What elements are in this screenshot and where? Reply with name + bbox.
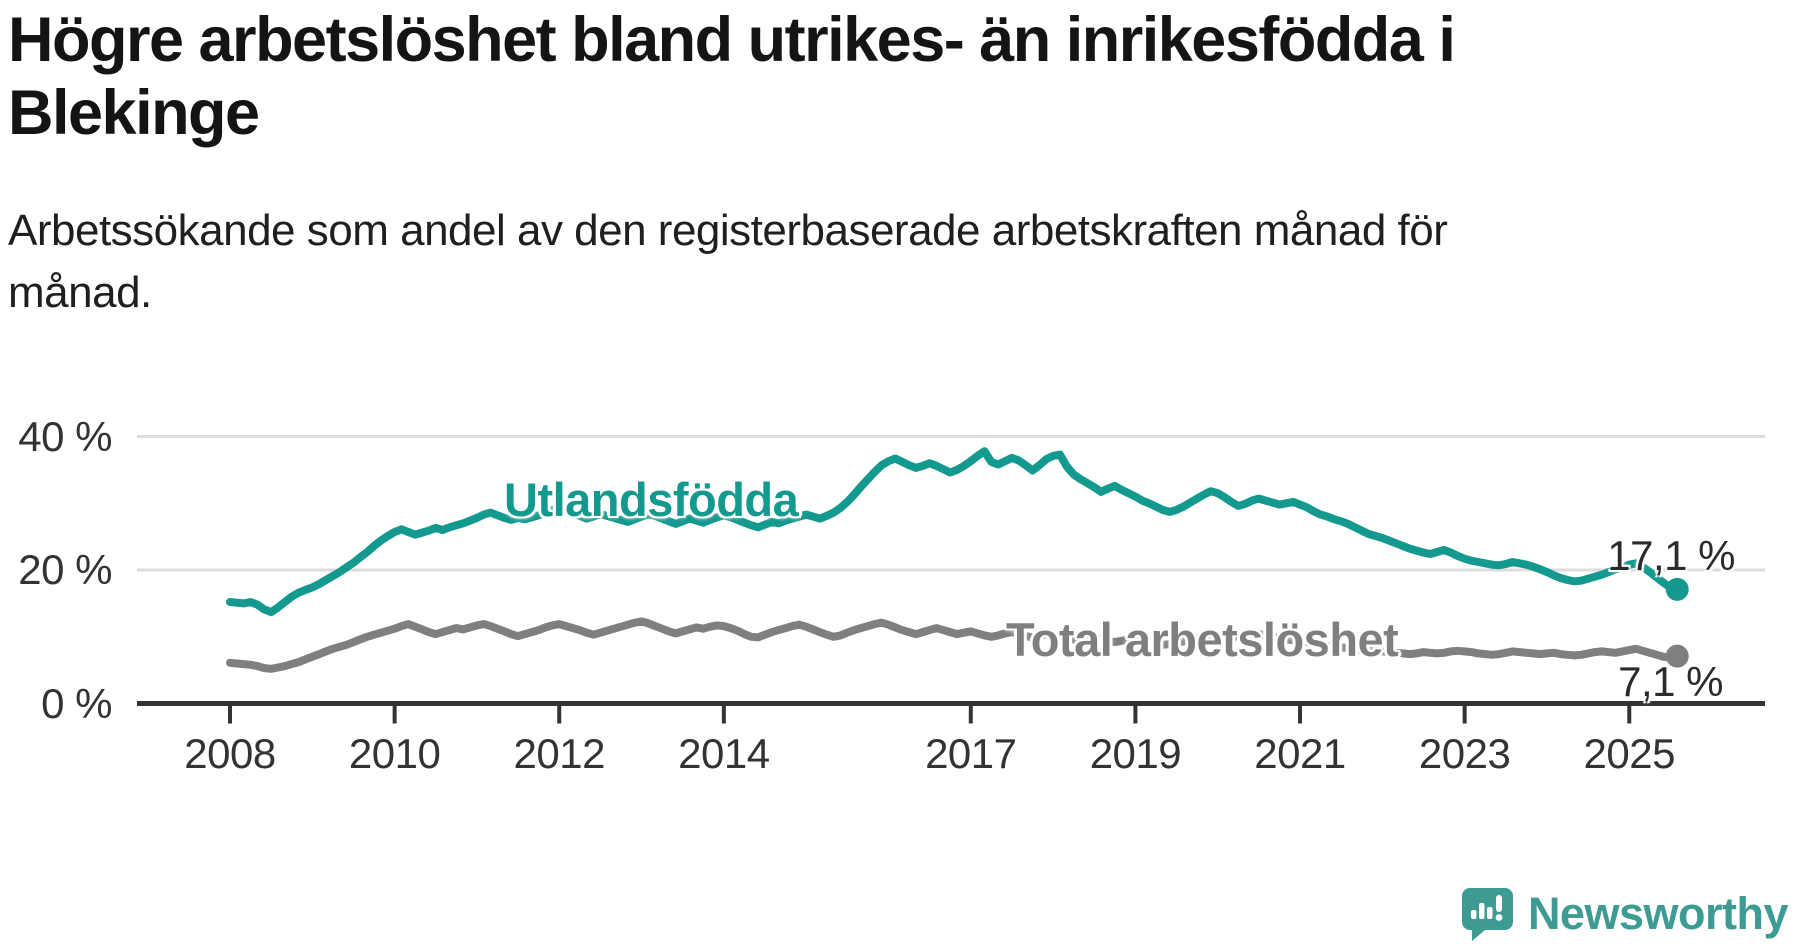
bar-icon-mid [1486,907,1493,919]
y-tick-label-20: 20 % [18,546,112,593]
x-tick-label-2008: 2008 [184,730,276,777]
newsworthy-logo-text: Newsworthy [1527,888,1789,939]
x-tick-label-2025: 2025 [1583,730,1676,777]
x-tick-label-2017: 2017 [925,730,1017,777]
series-line-total [226,617,1682,673]
series-label-utlandsfodda: Utlandsfödda [504,473,799,526]
end-value-label-utlandsfodda: 17,1 % [1607,532,1735,579]
y-tick-label-0: 0 % [41,679,112,727]
exclamation-stem [1495,895,1502,912]
x-tick-label-2023: 2023 [1418,730,1511,777]
x-tick-label-2019: 2019 [1089,730,1182,777]
exclamation-dot [1495,914,1503,921]
bar-icon-small [1470,910,1477,919]
x-tick-label-2010: 2010 [348,730,441,777]
chart-subtitle: Arbetssökande som andel av den registerb… [8,206,1448,318]
y-tick-label-40: 40 % [18,412,112,460]
x-tick-label-2021: 2021 [1254,730,1346,777]
newsworthy-logo-icon [1461,888,1513,941]
series-label-total: Total arbetslöshet [1006,613,1399,666]
end-dot-utlandsfodda [1665,577,1689,601]
newsworthy-logo: Newsworthy [1460,886,1789,942]
bar-icon-tall [1478,903,1485,919]
page-title: Högre arbetslöshet bland utrikes- än inr… [8,5,1456,149]
end-value-label-total: 7,1 % [1618,658,1723,705]
x-tick-label-2012: 2012 [513,730,606,777]
x-tick-label-2014: 2014 [678,730,770,777]
end-dot-total [1665,644,1689,668]
series-line-utlandsfodda [226,447,1682,617]
